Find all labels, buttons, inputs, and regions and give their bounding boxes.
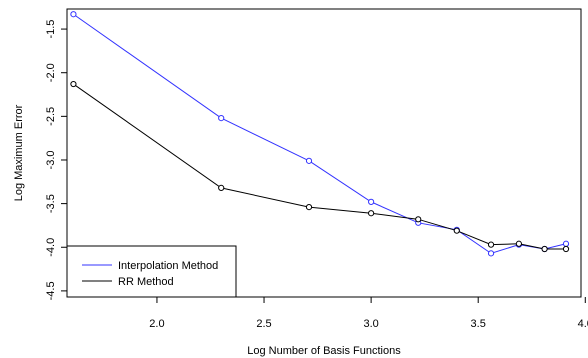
- data-point-0: [562, 240, 570, 247]
- data-point-1: [453, 227, 460, 234]
- data-point-0: [305, 157, 313, 164]
- data-point-1: [562, 245, 570, 253]
- y-tick-label: -2.5: [45, 107, 57, 126]
- y-tick-label: -3.5: [45, 194, 57, 213]
- data-point-1: [541, 245, 548, 253]
- x-tick-label: 3.0: [363, 318, 378, 330]
- legend-label-rr: RR Method: [118, 276, 174, 288]
- y-tick-label: -4.0: [45, 238, 57, 257]
- x-tick-label: 4.0: [578, 318, 588, 330]
- series-line-1: [73, 83, 567, 250]
- series-layer: [70, 11, 570, 257]
- legend-label-interpolation: Interpolation Method: [118, 260, 218, 272]
- x-tick-label: 2.5: [256, 318, 271, 330]
- x-tick-label: 2.0: [149, 318, 164, 330]
- y-tick-label: -4.5: [45, 281, 57, 300]
- x-tick-label: 3.5: [471, 318, 486, 330]
- legend-box: [66, 245, 237, 298]
- data-point-0: [487, 250, 495, 257]
- y-axis-title: Log Maximum Error: [13, 104, 25, 201]
- x-axis: 2.0 2.5 3.0 3.5 4.0: [149, 297, 588, 330]
- data-point-1: [218, 184, 225, 192]
- y-tick-label: -2.0: [45, 63, 57, 82]
- y-tick-label: -1.5: [45, 20, 57, 39]
- data-point-1: [415, 216, 422, 223]
- x-axis-title: Log Number of Basis Functions: [247, 345, 401, 357]
- data-point-0: [368, 198, 375, 205]
- data-point-0: [218, 114, 225, 122]
- y-axis: -1.5 -2.0 -2.5 -3.0 -3.5 -4.0 -4.5: [45, 20, 67, 300]
- series-line-0: [73, 13, 567, 254]
- data-point-1: [70, 80, 77, 88]
- data-point-1: [305, 204, 313, 211]
- data-point-1: [368, 210, 375, 217]
- data-point-1: [487, 241, 495, 248]
- plot-frame: [66, 8, 582, 298]
- data-point-0: [70, 11, 77, 18]
- legend: Interpolation Method RR Method: [66, 245, 237, 298]
- data-point-1: [515, 240, 522, 247]
- y-tick-label: -3.0: [45, 150, 57, 169]
